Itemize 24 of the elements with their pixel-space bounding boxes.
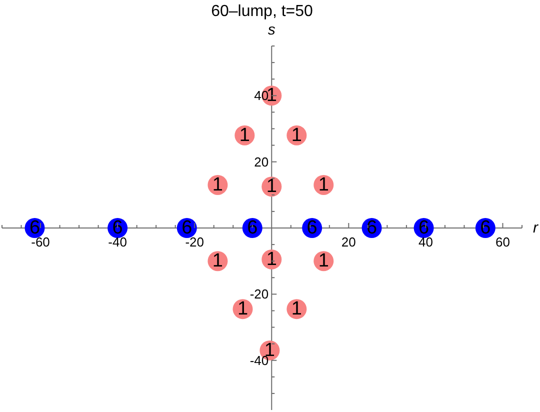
annotation: 1 bbox=[291, 298, 302, 320]
y-tick-label: -40 bbox=[250, 352, 269, 368]
y-axis-title: s bbox=[268, 22, 276, 38]
annotation: 1 bbox=[239, 124, 250, 146]
y-tick-label: -20 bbox=[250, 286, 269, 302]
annotation: 1 bbox=[318, 250, 329, 272]
x-tick-label: 60 bbox=[496, 234, 510, 250]
x-tick-label: 20 bbox=[341, 234, 356, 250]
x-axis-title: r bbox=[533, 220, 539, 236]
annotation: 1 bbox=[266, 85, 277, 106]
annotation: 6 bbox=[306, 218, 318, 238]
annotation: 1 bbox=[266, 248, 277, 270]
annotation: 6 bbox=[366, 218, 378, 238]
y-tick-label: 40 bbox=[254, 88, 269, 104]
y-tick-label: 20 bbox=[254, 154, 269, 170]
annotation: 6 bbox=[247, 218, 258, 238]
annotation: 1 bbox=[212, 174, 223, 196]
annotation: 1 bbox=[291, 124, 302, 146]
annotation: 1 bbox=[212, 250, 223, 272]
annotation: 1 bbox=[318, 174, 329, 196]
annotation: 1 bbox=[237, 298, 248, 320]
annotation: 6 bbox=[480, 218, 491, 238]
chart-title: 60–lump, t=50 bbox=[210, 2, 314, 22]
annotation: 1 bbox=[266, 176, 277, 198]
